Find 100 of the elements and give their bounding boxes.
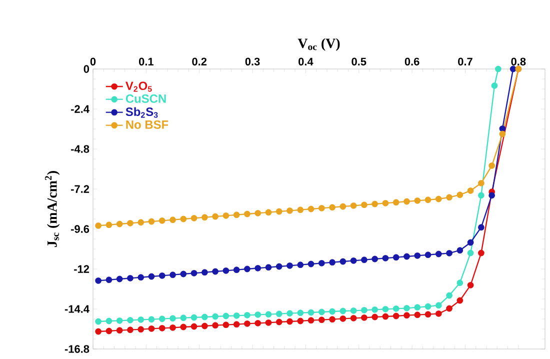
x-tick-label: 0 bbox=[90, 58, 96, 66]
point bbox=[414, 312, 421, 318]
point bbox=[106, 318, 112, 324]
point bbox=[116, 327, 123, 334]
point bbox=[127, 326, 134, 334]
point bbox=[392, 199, 400, 206]
y-tick-label: 0 bbox=[84, 65, 90, 73]
x-tick-label: 0.5 bbox=[352, 58, 366, 66]
point bbox=[329, 204, 336, 211]
point bbox=[404, 304, 410, 312]
point bbox=[414, 197, 421, 204]
point bbox=[95, 328, 102, 335]
x-tick-label: 0.7 bbox=[458, 58, 472, 66]
point bbox=[392, 305, 400, 312]
point bbox=[350, 202, 357, 209]
point bbox=[318, 204, 325, 212]
y-tick-label: -4.8 bbox=[71, 145, 90, 153]
point bbox=[244, 320, 250, 327]
point bbox=[361, 306, 368, 314]
x-tick-label: 0.6 bbox=[404, 58, 420, 66]
point bbox=[265, 311, 272, 318]
y-axis-title: J$_{sc}$ (mA/cm$^{2}$) bbox=[45, 171, 60, 247]
point bbox=[212, 268, 218, 275]
point bbox=[148, 316, 155, 323]
point bbox=[340, 315, 346, 322]
point bbox=[244, 312, 250, 318]
point bbox=[148, 325, 155, 332]
point bbox=[372, 314, 378, 320]
point bbox=[116, 317, 123, 324]
point bbox=[488, 192, 496, 199]
point bbox=[116, 276, 123, 282]
point bbox=[138, 326, 144, 333]
point bbox=[404, 312, 410, 319]
point bbox=[276, 208, 282, 215]
point bbox=[392, 312, 400, 320]
point bbox=[467, 187, 474, 194]
y-tick-label: -7.2 bbox=[71, 185, 90, 193]
point bbox=[382, 254, 389, 262]
point bbox=[414, 304, 421, 311]
point bbox=[382, 313, 389, 320]
point bbox=[180, 216, 187, 222]
point bbox=[95, 277, 102, 284]
point bbox=[276, 318, 282, 326]
point bbox=[467, 250, 474, 256]
point bbox=[435, 310, 442, 317]
point bbox=[138, 219, 144, 226]
point bbox=[435, 302, 442, 309]
point bbox=[350, 257, 357, 264]
point bbox=[361, 256, 368, 264]
point bbox=[265, 319, 272, 326]
point bbox=[340, 258, 346, 265]
point bbox=[488, 162, 496, 169]
x-axis-title: V$_{oc}$ (V) bbox=[298, 38, 340, 51]
point bbox=[392, 254, 400, 261]
point bbox=[372, 306, 378, 313]
point bbox=[222, 212, 230, 219]
point bbox=[127, 316, 134, 324]
point bbox=[478, 192, 484, 199]
point bbox=[276, 310, 282, 318]
point bbox=[467, 282, 474, 288]
point bbox=[446, 305, 452, 312]
y-tick-label: -14.4 bbox=[64, 305, 90, 313]
point bbox=[190, 314, 198, 321]
point bbox=[510, 66, 516, 72]
point bbox=[212, 313, 218, 320]
legend-label: Sb$_{2}$S$_{3}$ bbox=[126, 107, 158, 118]
point bbox=[446, 194, 452, 201]
y-tick-label: -16.8 bbox=[64, 345, 90, 353]
point bbox=[212, 213, 218, 220]
point bbox=[180, 314, 187, 322]
point bbox=[340, 308, 346, 314]
point bbox=[286, 310, 293, 317]
point bbox=[244, 210, 250, 218]
point bbox=[435, 250, 442, 258]
point bbox=[361, 202, 368, 208]
point bbox=[308, 260, 314, 268]
point bbox=[297, 318, 304, 324]
point bbox=[382, 200, 389, 206]
point bbox=[158, 272, 166, 279]
point bbox=[148, 273, 155, 280]
legend-label: CuSCN bbox=[126, 94, 166, 103]
point bbox=[106, 276, 112, 284]
point bbox=[201, 214, 208, 221]
point bbox=[254, 210, 262, 216]
point bbox=[297, 310, 304, 316]
point bbox=[116, 220, 123, 228]
point bbox=[424, 252, 432, 258]
legend-label: V$_{2}$O$_{5}$ bbox=[126, 82, 152, 92]
point bbox=[424, 303, 432, 310]
point bbox=[170, 315, 176, 322]
point bbox=[499, 125, 506, 132]
point bbox=[170, 324, 176, 331]
x-tick-label: 0.4 bbox=[298, 58, 314, 66]
point bbox=[95, 318, 102, 325]
point bbox=[180, 270, 187, 278]
point bbox=[233, 266, 240, 274]
point bbox=[424, 196, 432, 204]
point bbox=[170, 272, 176, 278]
point bbox=[138, 274, 144, 281]
point bbox=[435, 196, 442, 202]
